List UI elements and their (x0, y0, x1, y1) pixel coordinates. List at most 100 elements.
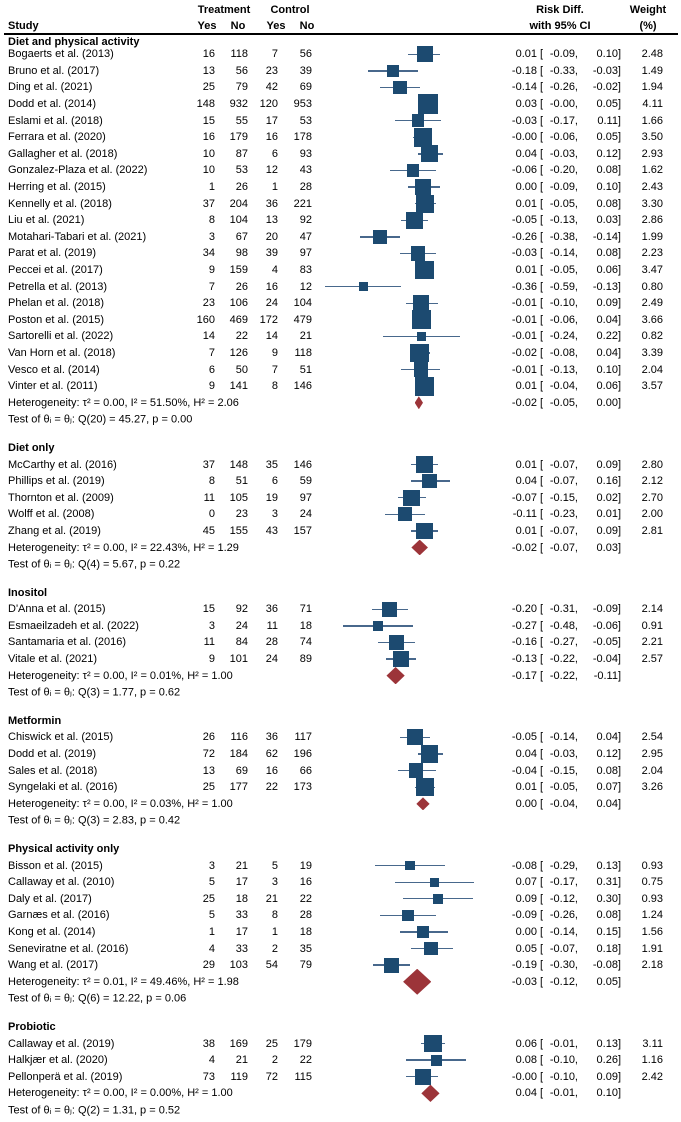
control-yes-value: 1 (271, 181, 278, 194)
control-no-value: 83 (299, 264, 312, 277)
study-row: McCarthy et al. (2016) 37 148 35 146 0.01[-0.… (0, 456, 681, 473)
effect-square-marker (422, 473, 437, 489)
effect-square-marker (406, 164, 420, 177)
col-header-treatment: Treatment (197, 4, 251, 16)
rd-ci-lower: -0.17, (549, 876, 578, 889)
study-name: Chiswick et al. (2015) (8, 731, 114, 744)
rd-ci-lower: -0.14, (549, 247, 578, 260)
control-yes-value: 4 (271, 264, 278, 277)
effect-square-marker (393, 651, 410, 668)
rd-estimate: 0.04 (515, 475, 537, 488)
effect-square-marker (416, 331, 426, 341)
rd-ci-upper: 0.07] (596, 781, 621, 794)
study-row: Wang et al. (2017) 29 103 54 79 -0.19[-0.30, -… (0, 957, 681, 974)
control-no-value: 16 (299, 876, 312, 889)
control-yes-value: 9 (271, 346, 278, 359)
rd-estimate: -0.18 (511, 64, 537, 77)
rd-ci-lower: -0.07, (549, 942, 578, 955)
treatment-no-value: 26 (235, 280, 248, 293)
rd-bracket: [ (540, 508, 544, 521)
rd-estimate: -0.02 (511, 346, 537, 359)
rd-ci-upper: 0.09] (596, 1070, 621, 1083)
control-yes-value: 25 (265, 1037, 278, 1050)
treatment-yes-value: 3 (208, 230, 215, 243)
rd-bracket: [ (540, 230, 544, 243)
control-yes-value: 24 (265, 297, 278, 310)
control-yes-value: 16 (265, 131, 278, 144)
treatment-yes-value: 160 (196, 313, 215, 326)
rd-ci-upper: -0.03] (592, 64, 621, 77)
treatment-no-value: 53 (235, 164, 248, 177)
treatment-yes-value: 11 (203, 636, 215, 649)
rd-bracket: [ (540, 1070, 544, 1083)
study-row: Dodd et al. (2019) 72 184 62 196 0.04[-0.03, 0… (0, 745, 681, 763)
rd-ci-lower: -0.13, (549, 363, 578, 376)
rd-estimate: 0.08 (515, 1054, 537, 1067)
rd-ci-upper: 0.05] (596, 975, 621, 988)
treatment-yes-value: 3 (208, 859, 215, 872)
rd-bracket: [ (540, 380, 544, 393)
treatment-no-value: 169 (229, 1037, 248, 1050)
rd-bracket: [ (540, 959, 544, 972)
study-name: Kennelly et al. (2018) (8, 197, 112, 210)
study-name: Callaway et al. (2019) (8, 1037, 115, 1050)
study-name: Poston et al. (2015) (8, 313, 105, 326)
col-header-treatment-yes: Yes (197, 20, 217, 32)
control-yes-value: 2 (271, 1054, 278, 1067)
rd-ci-upper: 0.04] (596, 797, 621, 810)
effect-square-marker (421, 145, 439, 163)
treatment-yes-value: 9 (208, 380, 215, 393)
study-row: Gallagher et al. (2018) 10 87 6 93 0.04[-0.03… (0, 145, 681, 163)
rd-ci-lower: -0.05, (549, 396, 578, 409)
treatment-no-value: 932 (229, 98, 248, 111)
effect-square-marker (416, 522, 434, 540)
rd-bracket: [ (540, 491, 544, 504)
rd-ci-lower: -0.03, (549, 748, 578, 761)
effect-square-marker (430, 1054, 442, 1066)
treatment-yes-value: 29 (202, 959, 215, 972)
control-no-value: 35 (299, 942, 312, 955)
rd-ci-upper: 0.04] (596, 313, 621, 326)
rd-ci-upper: 0.13] (596, 859, 621, 872)
control-yes-value: 23 (265, 64, 278, 77)
group-gap (0, 1007, 681, 1019)
study-row: Santamaria et al. (2016) 11 84 28 74 -0.16[-0… (0, 634, 681, 651)
rd-bracket: [ (540, 147, 544, 160)
effect-square-marker (382, 601, 398, 617)
effect-square-marker (397, 507, 412, 522)
weight-value: 2.86 (641, 214, 663, 227)
rd-estimate: -0.26 (511, 230, 537, 243)
rd-bracket: [ (540, 541, 544, 554)
treatment-yes-value: 11 (203, 491, 215, 504)
control-no-value: 146 (293, 380, 312, 393)
rd-ci-upper: 0.06] (596, 380, 621, 393)
rd-ci-lower: -0.31, (549, 603, 578, 616)
control-no-value: 19 (299, 859, 312, 872)
control-yes-value: 54 (265, 959, 278, 972)
treatment-no-value: 116 (230, 731, 248, 744)
rd-ci-lower: -0.10, (549, 297, 578, 310)
rd-bracket: [ (540, 975, 544, 988)
control-yes-value: 3 (271, 508, 278, 521)
treatment-no-value: 51 (235, 475, 248, 488)
study-row: Gonzalez-Plaza et al. (2022) 10 53 12 43 -0.0… (0, 162, 681, 179)
rd-ci-upper: 0.16] (596, 475, 621, 488)
effect-square-marker (413, 127, 433, 147)
control-no-value: 56 (299, 48, 312, 61)
heterogeneity-text: Heterogeneity: τ² = 0.00, I² = 0.01%, H²… (8, 669, 233, 682)
group-label: Metformin (8, 714, 62, 727)
control-yes-value: 22 (265, 781, 278, 794)
treatment-yes-value: 16 (202, 48, 215, 61)
control-yes-value: 172 (259, 313, 278, 326)
rd-ci-lower: -0.17, (549, 114, 578, 127)
control-no-value: 12 (299, 280, 312, 293)
rd-ci-upper: -0.11] (593, 669, 621, 682)
rd-estimate: 0.04 (515, 147, 537, 160)
test-text: Test of θᵢ = θⱼ: Q(20) = 45.27, p = 0.00 (8, 413, 193, 426)
control-no-value: 43 (299, 164, 312, 177)
control-no-value: 59 (299, 475, 312, 488)
effect-square-marker (410, 245, 426, 261)
rd-ci-lower: -0.06, (549, 131, 578, 144)
treatment-yes-value: 6 (208, 363, 215, 376)
